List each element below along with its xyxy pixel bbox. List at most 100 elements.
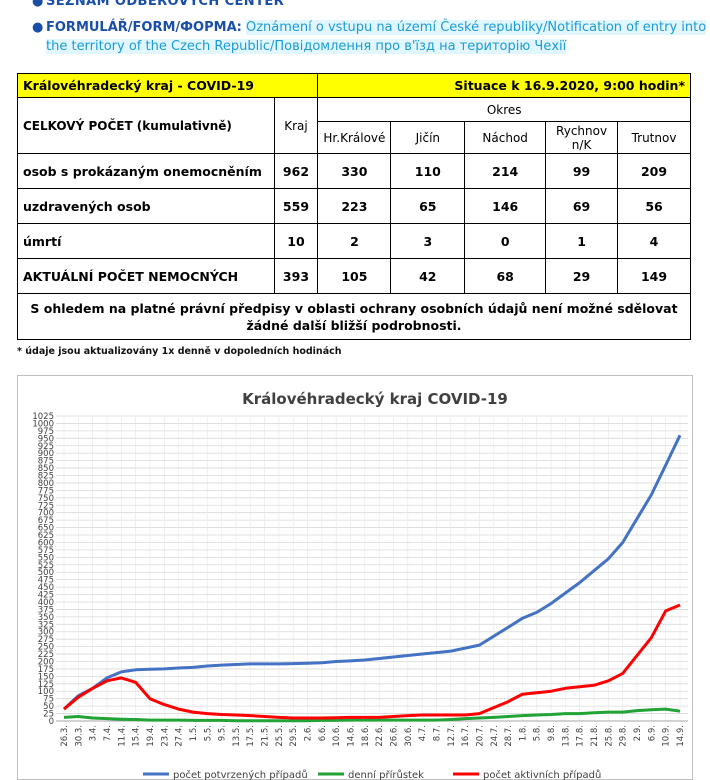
link-row-test-centers: ● SEZNAM ODBĚROVÝCH CENTER — [22, 0, 710, 10]
cell-value: 223 — [317, 188, 392, 224]
x-tick-label: 11.4. — [117, 725, 127, 747]
cell-value: 146 — [464, 188, 547, 224]
col-header-kraj: Kraj — [273, 97, 319, 154]
cell-value: 4 — [617, 223, 691, 259]
column-header-row: Hr.Králové Jičín Náchod Rychnov n/K Trut… — [18, 121, 691, 154]
x-tick-label: 26.3. — [60, 725, 70, 747]
x-tick-label: 23.4. — [160, 725, 170, 747]
x-tick-label: 30.6. — [404, 725, 414, 747]
col-header-nachod: Náchod — [464, 121, 547, 154]
y-tick-label: 75 — [43, 695, 54, 705]
y-tick-label: 600 — [38, 538, 54, 548]
row-label: úmrtí — [17, 223, 275, 259]
y-tick-label: 825 — [38, 472, 54, 482]
y-tick-label: 700 — [38, 509, 54, 519]
series-line-2 — [63, 707, 681, 723]
x-tick-label: 22.6. — [375, 725, 385, 747]
legend-label: denní přírůstek — [348, 769, 424, 780]
cell-value: 0 — [464, 223, 547, 259]
cell-value: 149 — [617, 258, 691, 294]
x-tick-label: 17.5. — [246, 725, 256, 747]
x-tick-label: 2.6. — [304, 725, 314, 741]
y-tick-label: 975 — [38, 427, 54, 437]
cell-value: 962 — [273, 153, 319, 189]
x-tick-label: 30.3. — [74, 725, 84, 747]
y-tick-label: 725 — [38, 501, 54, 511]
col-header-hk: Hr.Králové — [317, 121, 392, 154]
bullet-icon: ● — [32, 0, 44, 9]
x-tick-label: 13.5. — [232, 725, 242, 747]
y-tick-label: 575 — [38, 546, 54, 556]
x-tick-label: 20.7. — [475, 725, 485, 747]
series-line-1 — [62, 434, 682, 711]
legend-label: počet aktivních případů — [483, 769, 601, 780]
cell-value: 3 — [390, 223, 466, 259]
x-tick-label: 29.8. — [619, 725, 629, 747]
col-header-trutnov: Trutnov — [617, 121, 691, 154]
privacy-note-row: S ohledem na platné právní předpisy v ob… — [17, 293, 691, 340]
y-tick-label: 650 — [38, 524, 54, 534]
x-tick-label: 9.8. — [547, 725, 557, 741]
y-tick-label: 25 — [43, 710, 54, 720]
y-tick-label: 550 — [38, 553, 54, 563]
situation-date: Situace k 16.9.2020, 9:00 hodin* — [317, 73, 691, 98]
covid-chart: Královéhradecký kraj COVID-19 0 25 50 75 100… — [17, 375, 693, 780]
y-tick-label: 325 — [38, 620, 54, 630]
y-tick-label: 100 — [38, 687, 54, 697]
x-tick-label: 7.4. — [103, 725, 113, 741]
x-tick-label: 1.8. — [518, 725, 528, 741]
y-tick-label: 750 — [38, 494, 54, 504]
y-tick-label: 200 — [38, 657, 54, 667]
test-centers-link[interactable]: SEZNAM ODBĚROVÝCH CENTER — [46, 0, 285, 9]
x-tick-label: 10.9. — [662, 725, 672, 747]
chart-title: Královéhradecký kraj COVID-19 — [242, 390, 508, 408]
privacy-note: S ohledem na platné právní předpisy v ob… — [17, 293, 691, 340]
x-tick-label: 1.5. — [189, 725, 199, 741]
x-tick-label: 4.7. — [418, 725, 428, 741]
total-label: CELKOVÝ POČET (kumulativně) — [17, 97, 275, 154]
form-label: FORMULÁŘ/FORM/ФОРМА: — [46, 20, 242, 35]
x-tick-label: 17.8. — [576, 725, 586, 747]
x-tick-label: 16.7. — [461, 725, 471, 747]
x-tick-label: 14.6. — [347, 725, 357, 747]
region-title: Královéhradecký kraj - COVID-19 — [16, 73, 319, 98]
x-tick-label: 14.9. — [676, 725, 686, 747]
x-tick-label: 21.5. — [261, 725, 271, 747]
table-row: osob s prokázaným onemocněním 962 330 11… — [17, 153, 691, 189]
y-tick-label: 1025 — [32, 412, 54, 422]
y-tick-label: 500 — [38, 568, 54, 578]
table-header-row: Královéhradecký kraj - COVID-19 Situace … — [16, 73, 691, 98]
y-tick-label: 425 — [38, 591, 54, 601]
cell-value: 99 — [545, 153, 619, 189]
y-tick-label: 775 — [38, 486, 54, 496]
y-tick-label: 0 — [49, 717, 54, 727]
cell-value: 1 — [545, 223, 619, 259]
y-tick-label: 875 — [38, 457, 54, 467]
cell-value: 214 — [464, 153, 547, 189]
x-tick-label: 8.7. — [432, 725, 442, 741]
x-tick-label: 24.7. — [490, 725, 500, 747]
cell-value: 65 — [390, 188, 466, 224]
x-tick-label: 13.8. — [561, 725, 571, 747]
y-tick-label: 450 — [38, 583, 54, 593]
x-tick-label: 28.7. — [504, 725, 514, 747]
series-line-3 — [63, 603, 681, 720]
x-tick-label: 25.8. — [604, 725, 614, 747]
okres-row: CELKOVÝ POČET (kumulativně) Kraj Okres — [17, 97, 691, 154]
y-tick-label: 925 — [38, 442, 54, 452]
x-tick-label: 15.4. — [132, 725, 142, 747]
col-header-jicin: Jičín — [390, 121, 466, 154]
chart-svg: Královéhradecký kraj COVID-19 0255075100… — [32, 390, 688, 780]
x-tick-label: 5.5. — [203, 725, 213, 741]
row-label: AKTUÁLNÍ POČET NEMOCNÝCH — [17, 258, 275, 294]
x-tick-label: 27.4. — [175, 725, 185, 747]
table-row: AKTUÁLNÍ POČET NEMOCNÝCH 393 105 42 68 2… — [17, 258, 691, 294]
y-tick-label: 150 — [38, 672, 54, 682]
y-tick-label: 900 — [38, 449, 54, 459]
y-tick-label: 1000 — [32, 419, 54, 429]
y-tick-label: 125 — [38, 680, 54, 690]
links-list: ● SEZNAM ODBĚROVÝCH CENTER ● FORMULÁŘ/FO… — [22, 0, 710, 54]
x-tick-label: 29.5. — [289, 725, 299, 747]
y-tick-label: 275 — [38, 635, 54, 645]
cell-value: 110 — [390, 153, 466, 189]
